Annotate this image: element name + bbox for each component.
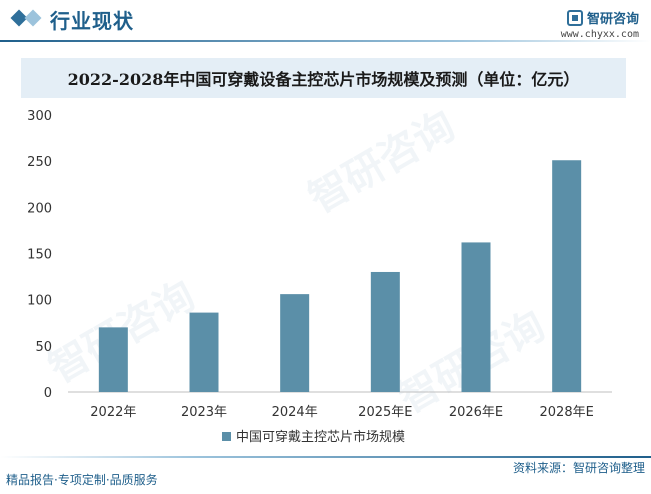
chart-title-bar: 2022-2028年中国可穿戴设备主控芯片市场规模及预测（单位：亿元） <box>21 58 626 98</box>
footer-slogan: 精品报告·专项定制·品质服务 <box>6 473 158 487</box>
bar <box>189 312 219 392</box>
logo-icon <box>566 9 583 26</box>
y-tick-label: 200 <box>27 201 52 216</box>
x-tick-label: 2026年E <box>449 405 503 420</box>
x-tick-label: 2024年 <box>272 405 318 420</box>
brand-logo: 智研咨询 www.chyxx.com <box>561 8 639 40</box>
y-tick-label: 300 <box>27 109 52 124</box>
x-tick-label: 2028年E <box>540 405 594 420</box>
x-tick-label: 2025年E <box>358 405 412 420</box>
legend-label: 中国可穿戴主控芯片市场规模 <box>236 429 405 445</box>
footer-divider <box>0 456 651 458</box>
logo-name: 智研咨询 <box>586 12 639 27</box>
logo-url: www.chyxx.com <box>560 29 639 40</box>
section-title: 行业现状 <box>50 9 134 33</box>
diamond-icon <box>24 9 42 27</box>
y-tick-label: 250 <box>27 155 52 170</box>
bar <box>370 271 400 392</box>
y-tick-label: 50 <box>35 340 52 355</box>
y-tick-label: 0 <box>44 386 52 401</box>
x-tick-label: 2023年 <box>181 405 227 420</box>
source-note: 资料来源：智研咨询整理 <box>512 461 645 475</box>
bar <box>280 294 310 392</box>
footer-bar: 精品报告·专项定制·品质服务 资料来源：智研咨询整理 <box>0 456 651 494</box>
bar <box>552 160 582 392</box>
header-bar: 行业现状 智研咨询 www.chyxx.com <box>0 0 651 42</box>
header-divider <box>0 40 651 42</box>
x-tick-label: 2022年 <box>90 405 136 420</box>
bar <box>98 327 128 392</box>
bar <box>461 242 491 392</box>
bar-chart: 0 50 100 150 200 250 300 2022年 2023年 2024年 2025年E 2… <box>27 109 612 445</box>
y-tick-label: 150 <box>27 248 52 263</box>
chart-title: 2022-2028年中国可穿戴设备主控芯片市场规模及预测（单位：亿元） <box>67 70 580 89</box>
legend-swatch <box>222 432 231 441</box>
y-tick-label: 100 <box>27 294 52 309</box>
